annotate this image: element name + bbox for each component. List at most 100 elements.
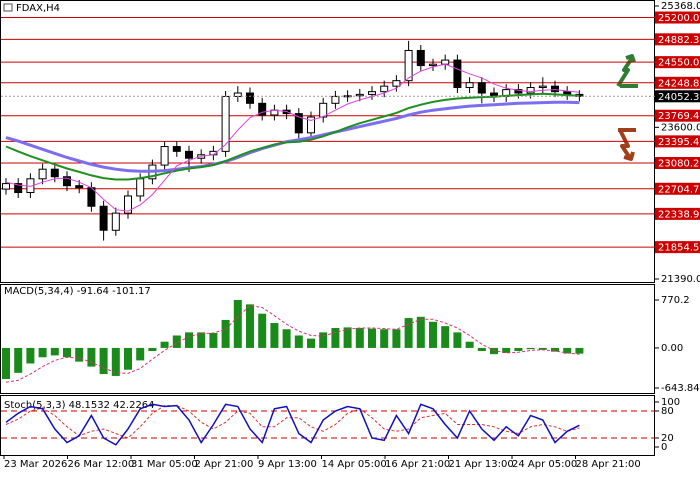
candle-body: [441, 59, 450, 65]
candle-body: [355, 93, 364, 97]
macd-bar: [26, 347, 35, 364]
level-label-box: [655, 109, 700, 122]
candle-body: [50, 168, 59, 178]
last-price-label: 24052.3: [658, 92, 699, 103]
macd-bar: [258, 313, 267, 348]
macd-bar: [307, 338, 315, 348]
stoch-title: Stoch(5,3,3) 48.1532 42.2264: [4, 400, 155, 411]
macd-bar: [246, 304, 254, 348]
level-label-box: [655, 56, 700, 69]
x-tick-label: 23 Mar 2026: [4, 459, 67, 470]
x-tick-label: 31 Mar 05:00: [131, 459, 198, 470]
macd-bar: [416, 316, 425, 348]
candle-body: [465, 82, 474, 89]
macd-bar: [538, 347, 547, 350]
macd-bar: [380, 329, 389, 348]
candle-body: [38, 168, 47, 180]
macd-bar: [551, 347, 559, 352]
macd-bar: [87, 347, 96, 367]
level-label: 25200.0: [658, 13, 699, 24]
y-tick-label: -643.84: [661, 383, 700, 394]
x-tick-label: 24 Apr 05:00: [512, 459, 577, 470]
x-tick-label: 16 Apr 21:00: [385, 459, 450, 470]
candle-body: [514, 89, 523, 94]
stoch-d-line: [5, 405, 580, 439]
macd-bar: [172, 335, 181, 348]
y-tick-label: 100: [661, 397, 680, 408]
macd-bar: [563, 347, 572, 354]
macd-bar: [38, 347, 47, 358]
candle-body: [14, 183, 23, 194]
level-label-box: [655, 157, 700, 170]
macd-bar: [209, 332, 218, 348]
macd-bar: [124, 347, 132, 370]
macd-bar: [319, 332, 328, 348]
candle-body: [538, 85, 547, 89]
candle-body: [221, 95, 230, 152]
x-tick-label: 9 Apr 13:00: [258, 459, 317, 470]
candle-body: [331, 95, 340, 104]
y-tick-label: 0: [661, 442, 667, 453]
candle-body: [368, 91, 376, 95]
candle-body: [99, 205, 108, 231]
candle-body: [136, 178, 145, 197]
signal-line: [5, 305, 580, 383]
x-tick-label: 14 Apr 05:00: [322, 459, 387, 470]
level-label: 24248.8: [658, 78, 699, 89]
up-arrow: [616, 54, 638, 88]
level-label-box: [655, 182, 700, 195]
level-label: 23769.4: [658, 111, 699, 122]
level-label: 23395.4: [658, 137, 699, 148]
macd-bar: [111, 347, 120, 376]
macd-bar: [514, 347, 523, 352]
macd-bar: [429, 321, 437, 348]
candle-body: [404, 49, 413, 82]
macd-bar: [404, 318, 413, 348]
candle-body: [477, 82, 486, 94]
chart-title: FDAX,H4: [16, 3, 60, 14]
moving-average: [5, 100, 580, 173]
symbol-icon: [3, 3, 13, 12]
candle-body: [343, 95, 352, 98]
macd-bar: [490, 347, 498, 355]
candle-body: [246, 92, 254, 104]
y-tick-label: 80: [661, 406, 674, 417]
macd-bar: [160, 341, 169, 348]
macd-bar: [14, 347, 23, 373]
last-price-box: [655, 90, 700, 103]
candle-body: [429, 63, 437, 67]
macd-bar: [233, 300, 242, 348]
stoch-panel-frame: [0, 395, 655, 456]
candle-body: [319, 102, 328, 118]
candle-body: [63, 176, 71, 187]
candle-body: [185, 150, 193, 159]
macd-bar: [575, 347, 584, 354]
x-tick-label: 28 Apr 21:00: [576, 459, 641, 470]
stoch-k-line: [5, 403, 580, 446]
macd-bar: [368, 328, 376, 348]
level-label: 21854.5: [658, 243, 699, 254]
level-label: 24550.0: [658, 58, 699, 69]
candle-body: [75, 185, 84, 189]
level-label: 22704.7: [658, 184, 699, 195]
macd-panel-frame: [0, 284, 655, 394]
y-tick-label: 23600.0: [661, 122, 700, 133]
macd-bar: [526, 347, 535, 350]
y-tick-label: 21390.0: [661, 274, 700, 285]
level-label: 23080.2: [658, 159, 699, 170]
y-tick-label: 0.00: [661, 343, 683, 354]
x-tick-label: 2 Apr 21:00: [195, 459, 254, 470]
macd-bar: [221, 319, 230, 348]
macd-bar: [270, 323, 279, 348]
macd-bar: [282, 329, 291, 348]
level-label-box: [655, 241, 700, 254]
y-tick-label: 20: [661, 433, 674, 444]
macd-bar: [465, 341, 474, 348]
level-label-box: [655, 135, 700, 148]
level-label-box: [655, 33, 700, 46]
y-tick-label: 25368.0: [661, 1, 700, 12]
macd-bar: [50, 347, 59, 356]
candle-body: [307, 116, 315, 134]
